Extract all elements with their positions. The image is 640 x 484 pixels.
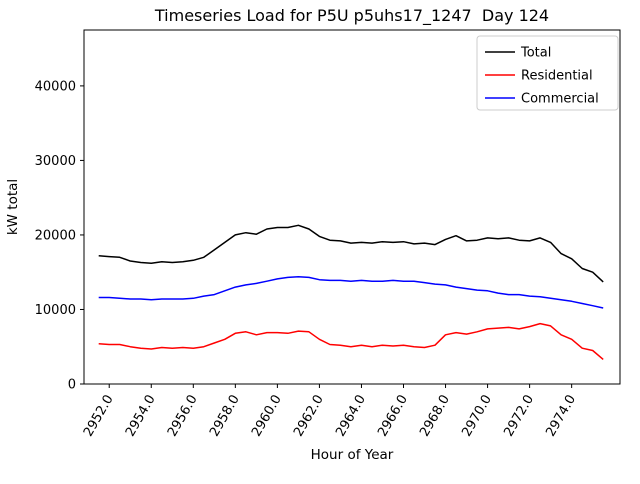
legend-box xyxy=(476,35,619,111)
y-tick-label: 10000 xyxy=(35,303,76,318)
y-tick-label: 0 xyxy=(68,378,76,393)
y-tick-label: 30000 xyxy=(35,154,76,169)
series-line-total xyxy=(98,224,604,283)
legend-label-commercial: Commercial xyxy=(521,92,599,107)
series-line-residential xyxy=(98,322,604,360)
series-lines xyxy=(98,224,604,360)
chart-title: Timeseries Load for P5U p5uhs17_1247 Day… xyxy=(154,6,549,26)
x-axis-label: Hour of Year xyxy=(311,447,394,463)
legend-label-total: Total xyxy=(520,46,551,61)
y-tick-label: 20000 xyxy=(35,228,76,243)
legend: Total Residential Commercial xyxy=(476,35,619,111)
y-tick-label: 40000 xyxy=(35,79,76,94)
series-line-commercial xyxy=(98,275,604,309)
axes-frame xyxy=(83,29,621,385)
legend-label-residential: Residential xyxy=(521,69,593,84)
y-axis-label: kW total xyxy=(5,179,21,235)
